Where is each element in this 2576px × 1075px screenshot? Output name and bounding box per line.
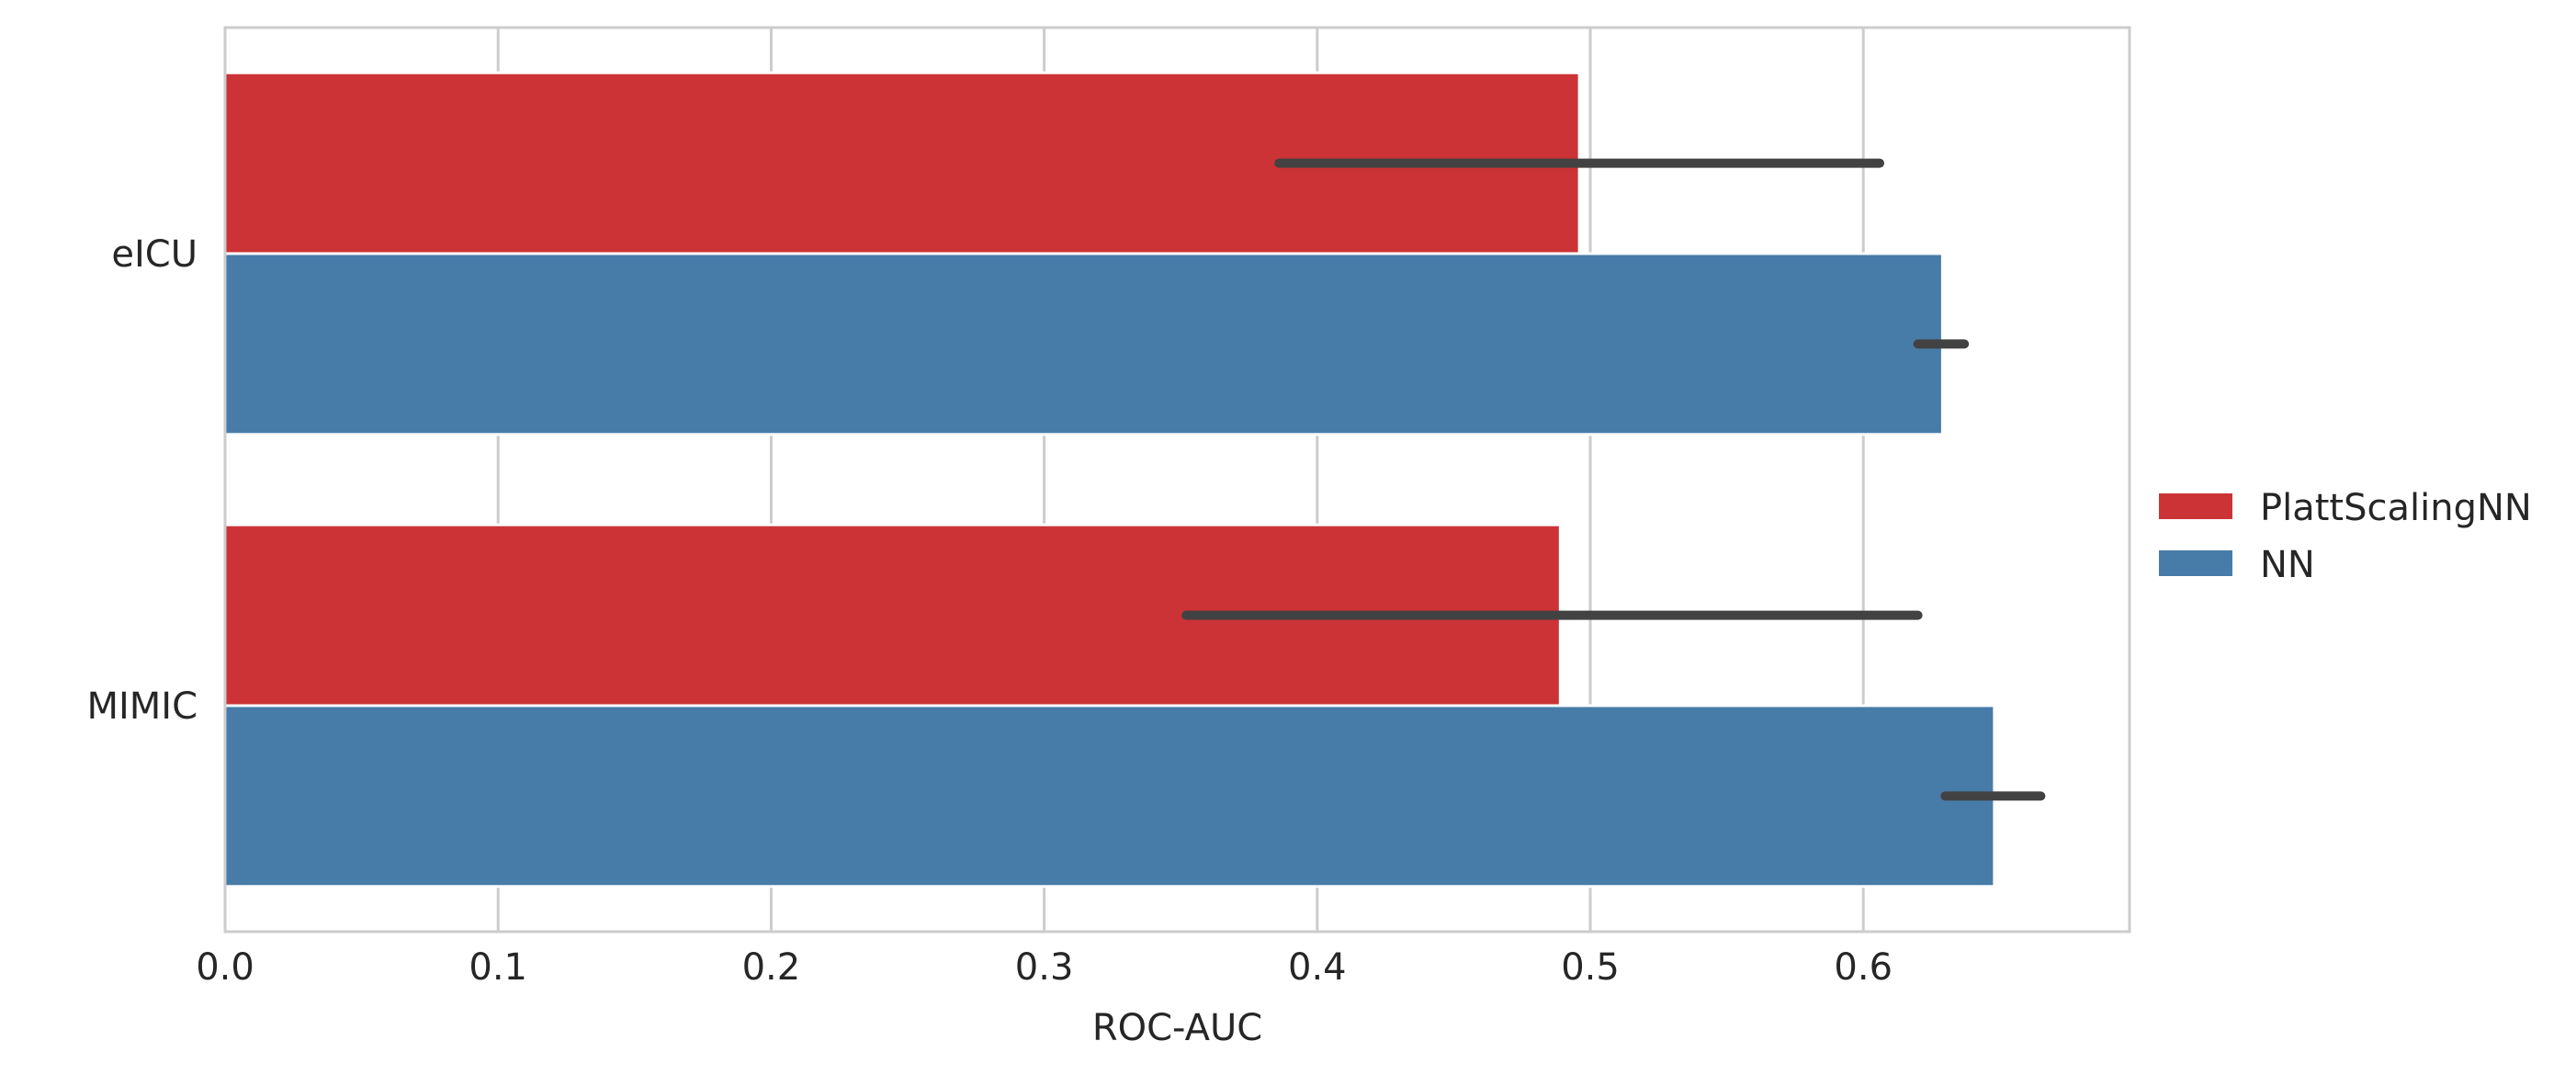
legend: PlattScalingNN NN — [2159, 487, 2532, 586]
y-tick-label: eICU — [111, 233, 198, 276]
x-tick-label: 0.2 — [742, 946, 801, 989]
x-tick-label: 0.4 — [1288, 946, 1347, 989]
y-tick-label: MIMIC — [86, 685, 198, 728]
bar-nn-eicu — [223, 252, 1944, 436]
error-bars — [1181, 158, 2046, 801]
x-tick-labels: 0.0 0.1 0.2 0.3 0.4 0.5 0.6 — [196, 946, 1892, 989]
plot-frame — [223, 26, 2131, 934]
x-tick-label: 0.5 — [1561, 946, 1620, 989]
x-tick-label: 0.6 — [1834, 946, 1892, 989]
x-axis-label: ROC-AUC — [1092, 1007, 1262, 1049]
x-tick-label: 0.0 — [196, 946, 254, 989]
legend-swatch-plattscalingnn — [2159, 493, 2232, 519]
bar-nn-mimic — [223, 704, 1996, 888]
x-tick-label: 0.3 — [1015, 946, 1074, 989]
y-tick-labels: eICU MIMIC — [86, 233, 198, 728]
x-tick-label: 0.1 — [469, 946, 527, 989]
legend-label-plattscalingnn: PlattScalingNN — [2260, 487, 2532, 529]
legend-label-nn: NN — [2260, 544, 2315, 586]
legend-swatch-nn — [2159, 550, 2232, 576]
